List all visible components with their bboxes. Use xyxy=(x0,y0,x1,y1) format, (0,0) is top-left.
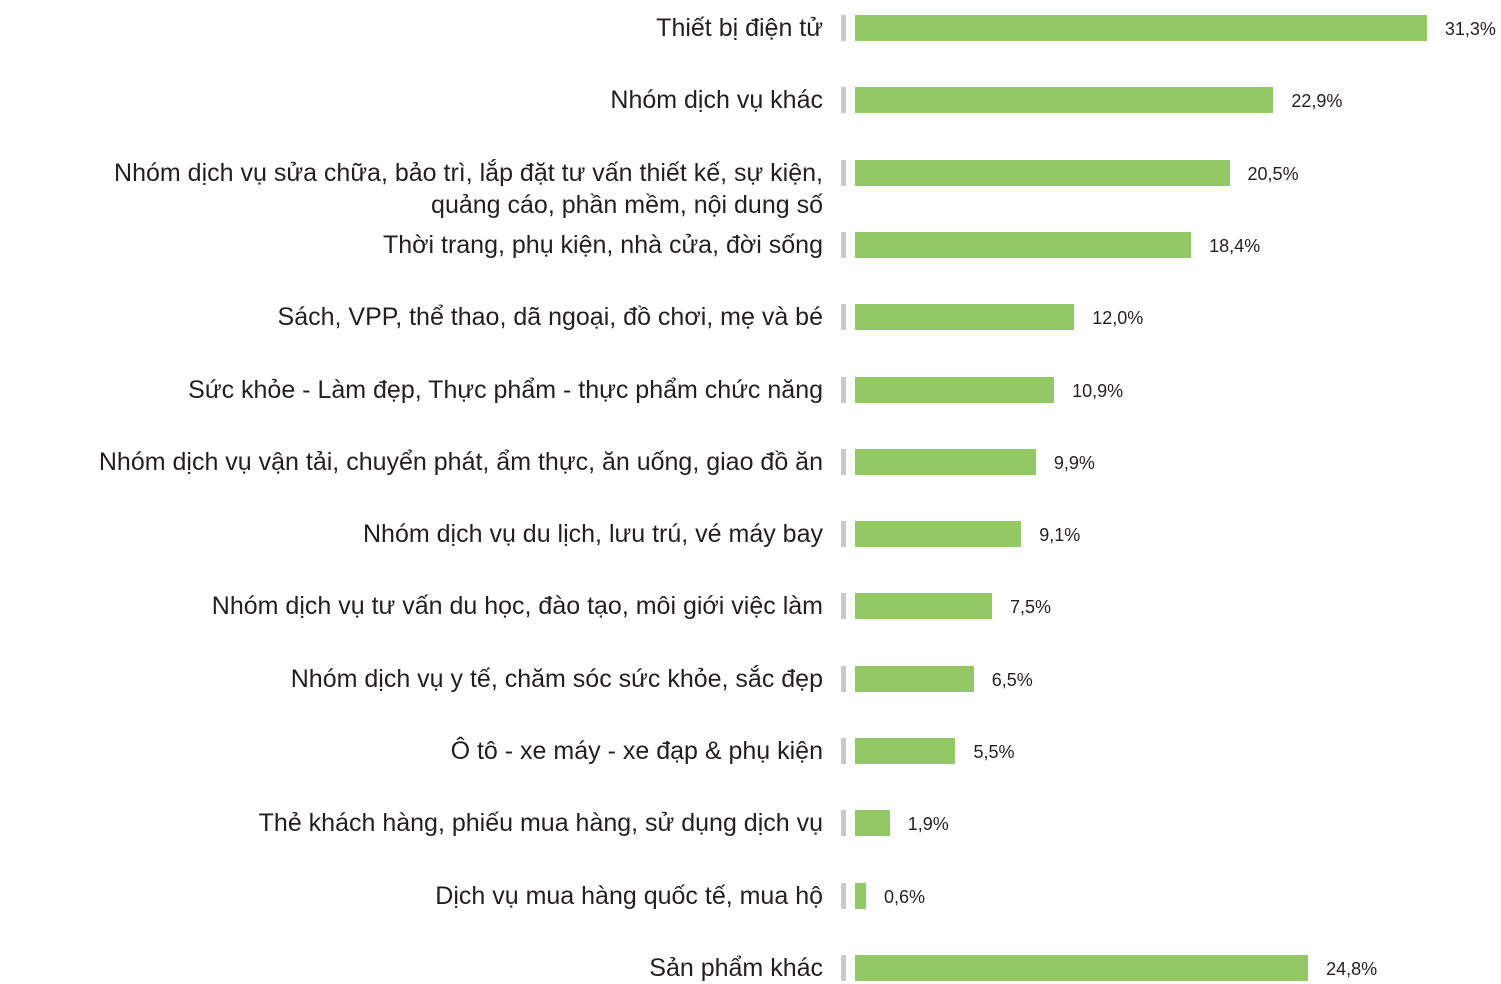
bar xyxy=(855,810,890,837)
bar xyxy=(855,665,974,692)
value-label: 12,0% xyxy=(1092,308,1144,329)
value-label: 10,9% xyxy=(1072,380,1124,401)
value-label: 9,1% xyxy=(1039,525,1081,546)
category-label: Nhóm dịch vụ khác xyxy=(610,86,823,115)
axis-tick xyxy=(841,810,846,837)
axis-tick xyxy=(841,738,846,764)
value-label: 22,9% xyxy=(1291,91,1343,112)
value-label: 5,5% xyxy=(973,742,1015,762)
category-label: Sản phẩm khác xyxy=(649,953,823,982)
value-label: 31,3% xyxy=(1444,19,1496,39)
axis-tick xyxy=(841,231,846,258)
category-label: Nhóm dịch vụ sửa chữa, bảo trì, lắp đặt … xyxy=(114,158,823,219)
category-label: Nhóm dịch vụ vận tải, chuyển phát, ẩm th… xyxy=(98,447,823,476)
category-label: Sức khỏe - Làm đẹp, Thực phẩm - thực phẩ… xyxy=(188,375,823,404)
axis-tick xyxy=(841,521,846,548)
category-label: Nhóm dịch vụ du lịch, lưu trú, vé máy ba… xyxy=(363,520,823,549)
category-label: Nhóm dịch vụ y tế, chăm sóc sức khỏe, sắ… xyxy=(290,664,823,693)
axis-tick xyxy=(841,376,846,403)
category-label: Dịch vụ mua hàng quốc tế, mua hộ xyxy=(435,881,823,910)
value-label: 20,5% xyxy=(1247,163,1299,184)
value-label: 9,9% xyxy=(1053,452,1095,473)
bar xyxy=(855,159,1230,186)
bar xyxy=(855,738,956,764)
bar xyxy=(855,231,1192,258)
axis-tick xyxy=(841,665,846,692)
category-label: Nhóm dịch vụ tư vấn du học, đào tạo, môi… xyxy=(211,592,823,621)
value-label: 18,4% xyxy=(1209,235,1261,256)
axis-tick xyxy=(841,593,846,620)
axis-tick xyxy=(841,87,846,114)
bar xyxy=(855,448,1036,475)
value-label: 24,8% xyxy=(1326,958,1378,979)
bar xyxy=(855,376,1055,403)
category-label: Thiết bị điện tử xyxy=(656,14,823,42)
axis-tick xyxy=(841,159,846,186)
bar xyxy=(855,87,1274,114)
category-label: Ô tô - xe máy - xe đạp & phụ kiện xyxy=(450,737,823,765)
category-label: Thẻ khách hàng, phiếu mua hàng, sử dụng … xyxy=(258,809,823,838)
value-label: 6,5% xyxy=(991,669,1033,690)
bar xyxy=(855,882,866,909)
axis-tick xyxy=(841,304,846,331)
bar xyxy=(855,521,1022,548)
value-label: 1,9% xyxy=(907,814,949,835)
axis-tick xyxy=(841,954,846,981)
axis-tick xyxy=(841,882,846,909)
axis-tick xyxy=(841,448,846,475)
bar xyxy=(855,15,1427,41)
category-label: Sách, VPP, thể thao, dã ngoại, đồ chơi, … xyxy=(277,303,823,332)
bar xyxy=(855,954,1309,981)
value-label: 0,6% xyxy=(883,886,925,907)
axis-tick xyxy=(841,15,846,41)
category-label: Thời trang, phụ kiện, nhà cửa, đời sống xyxy=(382,230,823,259)
value-label: 7,5% xyxy=(1010,597,1052,618)
bar xyxy=(855,304,1075,331)
bar xyxy=(855,593,993,620)
